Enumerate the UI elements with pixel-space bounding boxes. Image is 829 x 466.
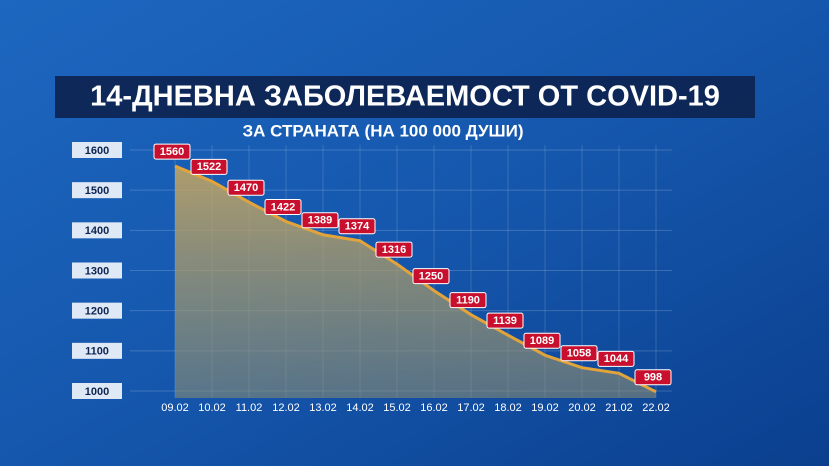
- value-label: 1316: [382, 244, 406, 256]
- x-tick-label: 22.02: [642, 402, 670, 414]
- y-tick-label: 1600: [85, 145, 109, 157]
- y-tick-box: [72, 262, 122, 279]
- y-tick-box: [72, 222, 122, 239]
- title-band: [55, 76, 755, 118]
- value-label: 1089: [530, 335, 554, 347]
- value-label-box: [190, 158, 228, 175]
- x-tick-label: 12.02: [272, 402, 300, 414]
- value-label: 998: [644, 372, 662, 384]
- x-tick-label: 10.02: [198, 402, 226, 414]
- value-label-box: [375, 241, 413, 258]
- value-label: 1250: [419, 270, 443, 282]
- chart-title: 14-ДНЕВНА ЗАБОЛЕВАЕМОСТ ОТ COVID-19: [90, 81, 720, 113]
- x-tick-label: 13.02: [309, 402, 337, 414]
- value-label-box: [227, 179, 265, 196]
- y-tick-label: 1400: [85, 225, 109, 237]
- value-label: 1560: [160, 146, 184, 158]
- y-tick-box: [72, 182, 122, 199]
- x-tick-label: 18.02: [494, 402, 522, 414]
- value-label-box: [449, 292, 487, 309]
- value-label-box: [486, 312, 524, 329]
- value-label-box: [153, 143, 191, 160]
- value-label: 1058: [567, 348, 591, 360]
- y-tick-label: 1500: [85, 185, 109, 197]
- value-label: 1422: [271, 201, 295, 213]
- value-label: 1389: [308, 215, 332, 227]
- x-tick-label: 14.02: [346, 402, 374, 414]
- x-tick-label: 21.02: [605, 402, 633, 414]
- value-label: 1190: [456, 295, 480, 307]
- y-tick-box: [72, 142, 122, 158]
- value-label-box: [338, 218, 376, 235]
- value-label-box: [264, 198, 302, 215]
- y-tick-label: 1300: [85, 265, 109, 277]
- y-tick-box: [72, 383, 122, 399]
- x-tick-label: 20.02: [568, 402, 596, 414]
- value-label-box: [560, 345, 598, 362]
- value-label: 1522: [197, 161, 221, 173]
- x-tick-label: 15.02: [383, 402, 411, 414]
- x-tick-label: 09.02: [161, 402, 189, 414]
- y-tick-box: [72, 302, 122, 319]
- value-label-box: [301, 212, 339, 229]
- value-label: 1044: [604, 353, 629, 365]
- value-label-box: [597, 350, 635, 367]
- y-tick-label: 1100: [85, 346, 109, 358]
- x-tick-label: 17.02: [457, 402, 485, 414]
- y-tick-box: [72, 342, 122, 359]
- value-label: 1374: [345, 221, 370, 233]
- value-label: 1470: [234, 182, 258, 194]
- value-label-box: [523, 332, 561, 349]
- y-tick-label: 1000: [85, 386, 109, 398]
- y-tick-label: 1200: [85, 306, 109, 318]
- x-tick-label: 19.02: [531, 402, 559, 414]
- value-label-box: [412, 268, 450, 285]
- x-tick-label: 16.02: [420, 402, 448, 414]
- x-tick-label: 11.02: [236, 402, 263, 414]
- chart-subtitle: ЗА СТРАНАТА (НА 100 000 ДУШИ): [243, 121, 524, 140]
- value-label-box: [634, 369, 672, 386]
- plot: 1000 1100 1200 1300 1400 1500 1600 09.02 10.02 11…: [72, 142, 672, 414]
- value-label: 1139: [493, 315, 517, 327]
